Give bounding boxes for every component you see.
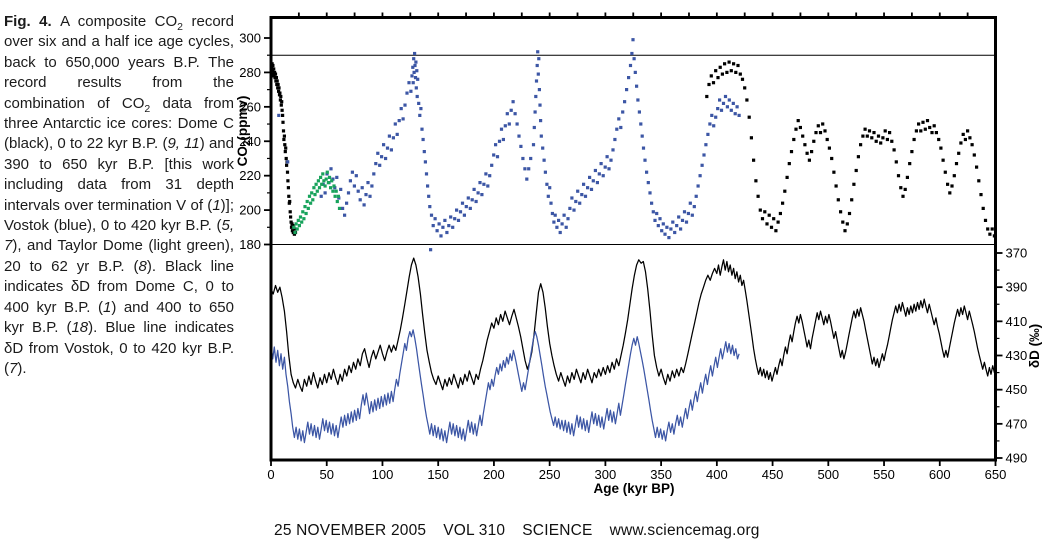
line-black-deltad	[270, 257, 997, 393]
plot-frame	[269, 16, 997, 462]
x-tick-label: 600	[929, 467, 951, 482]
caption-text: ), and Taylor Dome (light green), 20 to …	[4, 237, 234, 275]
footer-volume: VOL 310	[443, 522, 506, 539]
scatter-black-co2	[269, 60, 996, 238]
journal-footer: 25 NOVEMBER 2005 VOL 310 SCIENCE www.sci…	[274, 522, 760, 540]
deltad-tick-label: 470	[1006, 416, 1028, 431]
deltad-tick-label: 410	[1006, 314, 1028, 329]
caption-text: )]; Vostok (blue), 0 to 420 kyr B.P. (	[4, 196, 234, 235]
deltad-tick-label: 370	[1006, 246, 1028, 261]
figure-caption: Fig. 4. A composite CO2 record over six …	[4, 12, 234, 379]
x-tick-label: 50	[319, 467, 333, 482]
co2-tick-label: 180	[239, 237, 261, 252]
caption-text: 5, 7	[4, 217, 234, 255]
caption-text: data from three Antarctic ice cores: Dom…	[4, 94, 234, 153]
scatter-green-co2	[292, 170, 342, 235]
deltad-tick-label: 450	[1006, 382, 1028, 397]
deltad-tick-label: 430	[1006, 348, 1028, 363]
footer-url: www.sciencemag.org	[609, 522, 760, 539]
x-tick-label: 450	[762, 467, 784, 482]
co2-tick-label: 300	[239, 31, 261, 46]
co2-axis: 180 200 220 240 260 280 300 CO2(ppmv)	[235, 31, 271, 252]
caption-text: 1	[212, 196, 221, 214]
x-tick-label: 350	[650, 467, 672, 482]
x-tick-label: 650	[985, 467, 1007, 482]
caption-text: A composite CO	[60, 13, 178, 30]
x-tick-label: 500	[817, 467, 839, 482]
co2-tick-label: 200	[239, 203, 261, 218]
caption-text: record over six and a half ice age cycle…	[4, 13, 234, 112]
x-axis: 0 50 100 150 200 250 300 350 400 450 500 550 600 650 A…	[267, 460, 1006, 496]
deltad-tick-label: 490	[1006, 450, 1028, 465]
x-tick-label: 0	[267, 467, 274, 482]
caption-text: 8	[138, 257, 147, 275]
co2-axis-title: CO2(ppmv)	[235, 96, 253, 167]
x-tick-label: 200	[483, 467, 505, 482]
x-tick-label: 250	[539, 467, 561, 482]
caption-text: 9, 11	[167, 135, 200, 153]
x-tick-label: 550	[873, 467, 895, 482]
deltad-tick-label: 390	[1006, 280, 1028, 295]
caption-text: 18	[71, 319, 89, 337]
caption-text: Fig. 4.	[4, 13, 61, 30]
scatter-blue-co2	[277, 38, 741, 252]
caption-text: 1	[102, 298, 112, 316]
co2-tick-label: 280	[239, 65, 261, 80]
x-tick-label: 100	[372, 467, 394, 482]
line-blue-deltad	[270, 329, 740, 444]
figure-chart: 0 50 100 150 200 250 300 350 400 450 500 550 600 650 A…	[235, 12, 1042, 496]
caption-text: ) and 400 to 650 kyr B.P. (	[4, 298, 234, 337]
deltad-axis: 370 390 410 430 450 470 490 δD (‰)	[995, 246, 1042, 465]
x-tick-label: 400	[706, 467, 728, 482]
x-axis-title: Age (kyr BP)	[593, 481, 674, 496]
caption-text: ).	[17, 359, 27, 377]
footer-journal: SCIENCE	[522, 522, 593, 539]
co2-tick-label: 240	[239, 134, 261, 149]
co2-tick-label: 220	[239, 168, 261, 183]
deltad-axis-title: δD (‰)	[1027, 324, 1042, 368]
caption-text: 7	[9, 359, 18, 377]
caption-text: ). Blue line indicates δD from Vostok, 0…	[4, 319, 234, 377]
caption-text: 2	[144, 102, 151, 115]
caption-text: 2	[177, 21, 183, 33]
footer-date: 25 NOVEMBER 2005	[274, 522, 427, 539]
caption-text: ) and 390 to 650 kyr B.P. [this work inc…	[4, 135, 234, 214]
caption-text: ). Black line indicates δD from Dome C, …	[4, 257, 234, 316]
co2-tick-label: 260	[239, 99, 261, 114]
x-tick-label: 150	[427, 467, 449, 482]
x-tick-label: 300	[595, 467, 617, 482]
